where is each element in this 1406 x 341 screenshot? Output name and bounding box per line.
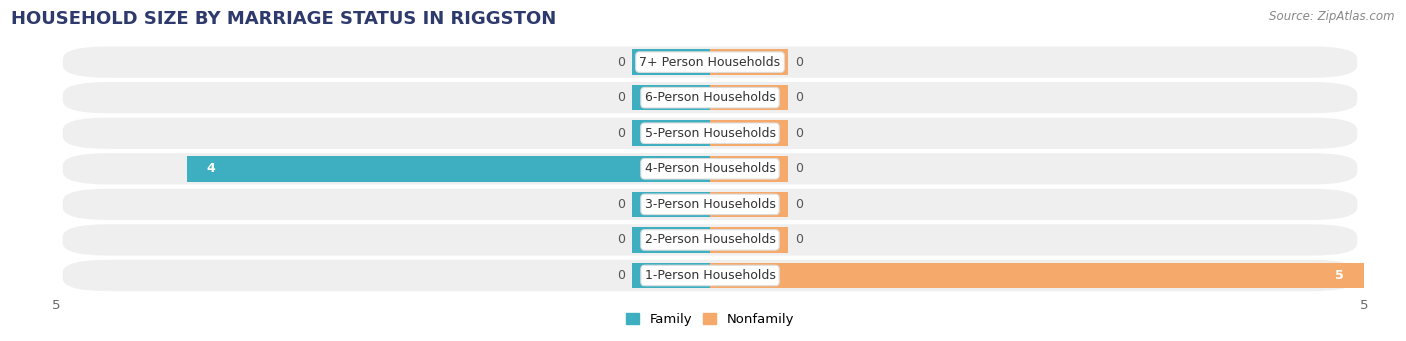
Bar [710,120,789,146]
Text: 0: 0 [794,127,803,140]
Text: 0: 0 [794,234,803,247]
Text: 4-Person Households: 4-Person Households [644,162,776,175]
Bar [631,263,710,288]
Bar [710,85,789,110]
Text: 4: 4 [207,162,215,175]
FancyBboxPatch shape [63,118,1357,149]
Text: 6-Person Households: 6-Person Households [644,91,776,104]
Text: 7+ Person Households: 7+ Person Households [640,56,780,69]
Text: 0: 0 [617,56,626,69]
Bar [631,85,710,110]
Bar [710,49,789,75]
Text: 0: 0 [794,162,803,175]
Text: 3-Person Households: 3-Person Households [644,198,776,211]
Text: 0: 0 [617,269,626,282]
Bar [710,156,789,182]
Text: 1-Person Households: 1-Person Households [644,269,776,282]
FancyBboxPatch shape [63,46,1357,78]
Bar [631,120,710,146]
Bar [187,156,710,182]
Text: Source: ZipAtlas.com: Source: ZipAtlas.com [1270,10,1395,23]
FancyBboxPatch shape [63,153,1357,184]
Bar [710,227,789,253]
Text: 0: 0 [617,91,626,104]
Bar [710,263,1364,288]
Text: 0: 0 [617,198,626,211]
Bar [631,227,710,253]
FancyBboxPatch shape [63,82,1357,113]
FancyBboxPatch shape [63,260,1357,291]
Legend: Family, Nonfamily: Family, Nonfamily [620,308,800,331]
Text: HOUSEHOLD SIZE BY MARRIAGE STATUS IN RIGGSTON: HOUSEHOLD SIZE BY MARRIAGE STATUS IN RIG… [11,10,557,28]
Text: 0: 0 [617,234,626,247]
Text: 0: 0 [794,56,803,69]
FancyBboxPatch shape [63,224,1357,255]
Text: 2-Person Households: 2-Person Households [644,234,776,247]
Text: 0: 0 [794,91,803,104]
Bar [710,192,789,217]
Bar [631,192,710,217]
Text: 5: 5 [1336,269,1344,282]
Text: 5-Person Households: 5-Person Households [644,127,776,140]
Bar [631,49,710,75]
Text: 0: 0 [617,127,626,140]
FancyBboxPatch shape [63,189,1357,220]
Text: 0: 0 [794,198,803,211]
